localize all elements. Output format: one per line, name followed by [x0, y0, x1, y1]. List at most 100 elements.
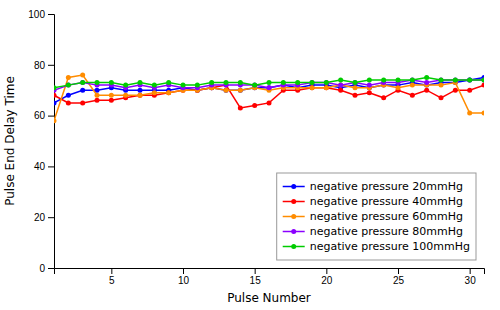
point	[396, 85, 401, 90]
point	[439, 83, 444, 88]
point	[238, 88, 243, 93]
point	[281, 80, 286, 85]
legend-marker	[291, 214, 296, 219]
point	[80, 100, 85, 105]
point	[224, 88, 229, 93]
series	[54, 72, 484, 123]
point	[66, 83, 71, 88]
point	[338, 78, 343, 83]
y-tick: 40	[34, 161, 54, 172]
point	[410, 83, 415, 88]
point	[310, 80, 315, 85]
x-tick: 25	[393, 268, 405, 286]
point	[295, 80, 300, 85]
legend-item: negative pressure 60mmHg	[283, 210, 463, 223]
point	[367, 83, 372, 88]
point	[467, 78, 472, 83]
point	[54, 118, 57, 123]
point	[80, 80, 85, 85]
series-line	[54, 80, 484, 90]
legend-marker	[291, 229, 296, 234]
point	[338, 88, 343, 93]
legend-item: negative pressure 80mmHg	[283, 225, 463, 238]
legend-label: negative pressure 100mmHg	[310, 240, 470, 253]
point	[410, 78, 415, 83]
y-axis: 020406080100	[28, 9, 54, 274]
x-tick-label: 20	[321, 275, 333, 286]
point	[138, 93, 143, 98]
point	[95, 98, 100, 103]
point	[109, 98, 114, 103]
point	[95, 80, 100, 85]
plot: 51015202530020406080100negative pressure…	[28, 9, 486, 286]
x-tick-label: 15	[250, 275, 262, 286]
chart: 51015202530020406080100negative pressure…	[0, 0, 500, 310]
x-tick-mark	[398, 268, 399, 274]
point	[80, 80, 85, 85]
point	[66, 83, 71, 88]
x-tick-mark	[111, 268, 112, 274]
point	[66, 93, 71, 98]
point	[310, 85, 315, 90]
y-tick: 100	[28, 9, 54, 20]
point	[95, 93, 100, 98]
x-tick-label: 30	[465, 275, 477, 286]
y-tick-label: 20	[34, 212, 46, 223]
point	[152, 83, 157, 88]
x-tick: 5	[109, 268, 115, 286]
x-tick: 15	[250, 268, 262, 286]
point	[381, 78, 386, 83]
series-line	[54, 78, 484, 88]
point	[381, 95, 386, 100]
legend-label: negative pressure 20mmHg	[310, 180, 463, 193]
y-tick-mark	[48, 116, 54, 117]
x-tick-mark	[326, 268, 327, 274]
legend-label: negative pressure 40mmHg	[310, 195, 463, 208]
x-tick-mark	[255, 268, 256, 274]
series	[54, 78, 484, 93]
legend-marker	[291, 244, 296, 249]
point	[439, 78, 444, 83]
point	[224, 88, 229, 93]
x-tick-mark	[470, 268, 471, 274]
point	[252, 103, 257, 108]
point	[195, 83, 200, 88]
point	[252, 83, 257, 88]
y-axis-title: Pulse End Delay Time	[3, 76, 17, 206]
series-line	[54, 75, 484, 121]
point	[54, 85, 57, 90]
x-axis: 5 10 15 20 25 30	[55, 268, 485, 286]
point	[453, 78, 458, 83]
x-tick-label: 5	[109, 275, 115, 286]
point	[424, 80, 429, 85]
point	[166, 80, 171, 85]
x-axis-title: Pulse Number	[227, 291, 311, 305]
y-tick: 20	[34, 212, 54, 223]
point	[324, 85, 329, 90]
legend-label: negative pressure 60mmHg	[310, 210, 463, 223]
legend-item: negative pressure 40mmHg	[283, 195, 463, 208]
legend-label: negative pressure 80mmHg	[310, 225, 463, 238]
point	[396, 78, 401, 83]
y-tick-mark	[48, 65, 54, 66]
y-axis-line	[48, 15, 55, 269]
point	[453, 88, 458, 93]
point	[453, 78, 458, 83]
point	[367, 90, 372, 95]
point	[367, 78, 372, 83]
y-tick-label: 40	[34, 161, 46, 172]
point	[439, 78, 444, 83]
point	[267, 100, 272, 105]
point	[338, 83, 343, 88]
x-axis-line	[55, 269, 485, 275]
y-tick-mark	[48, 268, 54, 269]
x-tick-label: 10	[178, 275, 190, 286]
point	[109, 80, 114, 85]
point	[482, 78, 485, 83]
legend-marker	[291, 184, 296, 189]
legend-item: negative pressure 100mmHg	[283, 240, 470, 253]
point	[439, 95, 444, 100]
point	[338, 83, 343, 88]
legend: negative pressure 20mmHg negative pressur…	[277, 173, 476, 260]
point	[424, 88, 429, 93]
